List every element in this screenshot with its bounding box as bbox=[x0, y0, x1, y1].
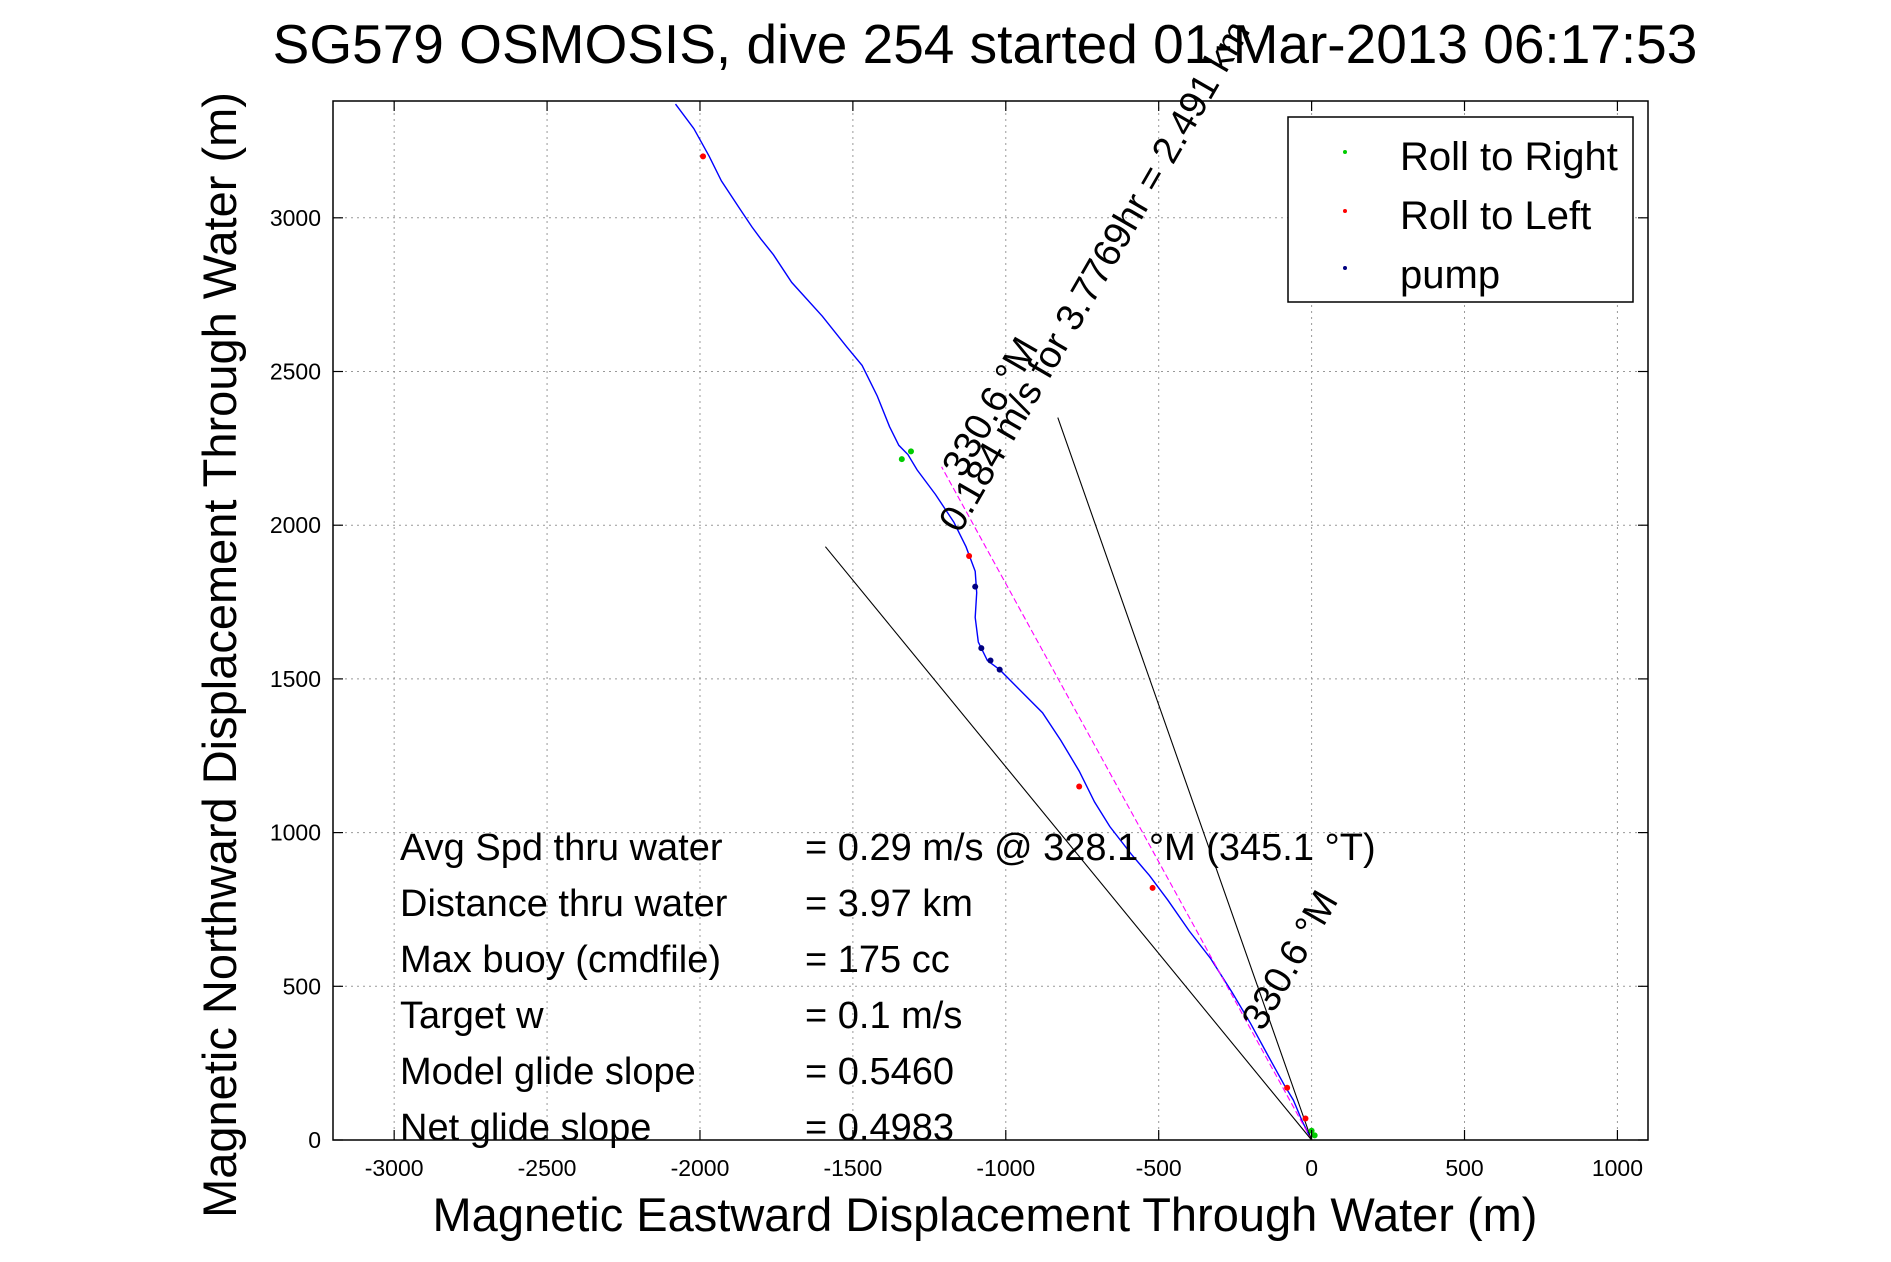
stat-value-net-glide: = 0.4983 bbox=[805, 1107, 954, 1149]
x-tick-label: 0 bbox=[1305, 1155, 1318, 1181]
x-tick-label: -500 bbox=[1136, 1155, 1182, 1181]
legend-label-pump: pump bbox=[1400, 253, 1500, 297]
marker-pump bbox=[972, 583, 979, 590]
legend-marker-roll-left bbox=[1343, 209, 1347, 213]
marker-pump bbox=[996, 666, 1003, 673]
marker-roll-to-left bbox=[1302, 1115, 1309, 1122]
series-line-course bbox=[941, 466, 1313, 1141]
axes bbox=[332, 100, 1649, 1141]
y-tick-label: 0 bbox=[308, 1127, 321, 1153]
marker-roll-to-right bbox=[907, 448, 914, 455]
stat-value-distance: = 3.97 km bbox=[805, 883, 973, 925]
stat-value-target-w: = 0.1 m/s bbox=[805, 995, 962, 1037]
marker-roll-to-left bbox=[966, 552, 973, 559]
x-tick-label: -3000 bbox=[365, 1155, 424, 1181]
marker-roll-to-left bbox=[1284, 1084, 1291, 1091]
x-tick-label: -2500 bbox=[518, 1155, 577, 1181]
marker-pump bbox=[987, 657, 994, 664]
marker-roll-to-left bbox=[1076, 783, 1083, 790]
legend-marker-pump bbox=[1343, 266, 1347, 270]
series-line-track bbox=[674, 103, 1313, 1141]
marker-roll-to-right bbox=[898, 456, 905, 463]
marker-roll-to-right bbox=[1311, 1132, 1318, 1139]
marker-roll-to-left bbox=[700, 153, 707, 160]
series-line-envelope-right bbox=[1057, 417, 1313, 1141]
legend-label-roll-right: Roll to Right bbox=[1400, 135, 1618, 179]
series-line-envelope-left bbox=[824, 546, 1313, 1141]
legend: Roll to Right Roll to Left pump bbox=[1287, 116, 1634, 303]
y-tick-label: 2000 bbox=[270, 512, 321, 538]
stat-value-max-buoy: = 175 cc bbox=[805, 939, 950, 981]
chart-title: SG579 OSMOSIS, dive 254 started 01-Mar-2… bbox=[273, 13, 1698, 75]
legend-label-roll-left: Roll to Left bbox=[1400, 194, 1591, 238]
grid bbox=[333, 101, 1648, 1141]
x-tick-label: -2000 bbox=[671, 1155, 730, 1181]
legend-marker-roll-right bbox=[1343, 150, 1347, 154]
y-tick-label: 2500 bbox=[270, 359, 321, 385]
stat-label-avg-speed: Avg Spd thru water bbox=[400, 827, 723, 869]
stat-label-distance: Distance thru water bbox=[400, 883, 728, 925]
y-axis-label: Magnetic Northward Displacement Through … bbox=[193, 92, 246, 1218]
marker-roll-to-left bbox=[1149, 884, 1156, 891]
marker-pump bbox=[978, 645, 985, 652]
y-tick-label: 1000 bbox=[270, 820, 321, 846]
stat-label-max-buoy: Max buoy (cmdfile) bbox=[400, 939, 721, 981]
stat-value-model-glide: = 0.5460 bbox=[805, 1051, 954, 1093]
x-tick-label: -1000 bbox=[976, 1155, 1035, 1181]
x-tick-label: 500 bbox=[1445, 1155, 1483, 1181]
stat-value-avg-speed: = 0.29 m/s @ 328.1 °M (345.1 °T) bbox=[805, 827, 1376, 869]
x-tick-label: 1000 bbox=[1592, 1155, 1643, 1181]
series-group bbox=[674, 103, 1318, 1141]
stat-label-target-w: Target w bbox=[400, 995, 544, 1037]
y-tick-label: 500 bbox=[283, 973, 321, 999]
x-axis-label: Magnetic Eastward Displacement Through W… bbox=[433, 1188, 1538, 1241]
x-tick-label: -1500 bbox=[823, 1155, 882, 1181]
stat-label-net-glide: Net glide slope bbox=[400, 1107, 651, 1149]
y-tick-label: 3000 bbox=[270, 205, 321, 231]
y-tick-label: 1500 bbox=[270, 666, 321, 692]
tick-labels: -3000 -2500 -2000 -1500 -1000 -500 0 500 1000 0 50… bbox=[270, 205, 1643, 1181]
stat-label-model-glide: Model glide slope bbox=[400, 1051, 696, 1093]
plot-frame bbox=[332, 100, 1649, 1141]
stats-block: Avg Spd thru water = 0.29 m/s @ 328.1 °M… bbox=[400, 827, 1376, 1149]
